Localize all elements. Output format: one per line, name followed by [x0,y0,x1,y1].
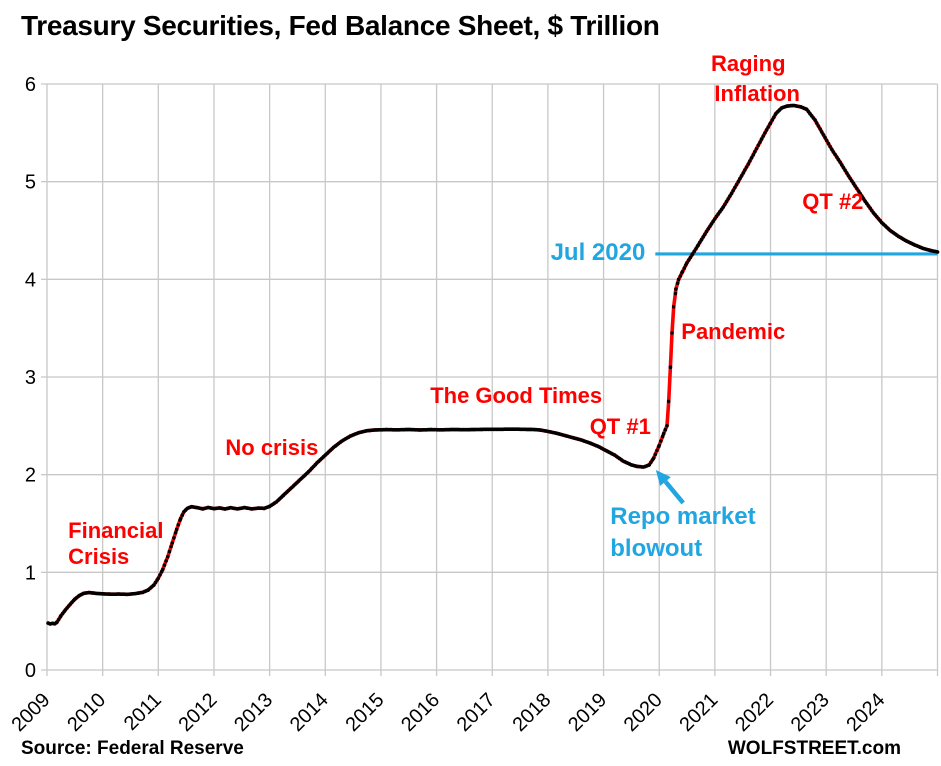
y-tick-label: 2 [25,465,36,487]
annotation-crisis: Crisis [68,544,129,569]
x-tick-label: 2015 [341,689,388,736]
annotation-the-good-times: The Good Times [430,383,602,408]
annotation-inflation: Inflation [714,81,800,106]
chart-footer: Source: Federal Reserve WOLFSTREET.com [0,738,941,760]
y-axis-labels: 0 1 2 3 4 5 6 [25,74,36,682]
y-tick-label: 0 [25,660,36,682]
x-tick-label: 2013 [230,689,277,736]
x-tick-label: 2016 [397,689,444,736]
x-tick-label: 2010 [63,689,110,736]
repo-blowout-arrow [655,469,685,505]
y-tick-label: 4 [25,269,36,291]
x-tick-label: 2011 [120,689,166,735]
y-tick-label: 1 [25,562,36,584]
annotation-raging: Raging [711,51,786,76]
x-tick-label: 2012 [174,689,221,736]
source-note: Source: Federal Reserve [21,738,244,759]
watermark: WOLFSTREET.com [727,738,901,759]
x-tick-label: 2020 [620,689,667,736]
series-markers [46,103,940,626]
x-tick-label: 2022 [731,689,778,736]
x-tick-label: 2023 [787,689,834,736]
annotation-no-crisis: No crisis [225,435,318,460]
annotation-repo-market: Repo market [610,503,755,530]
x-tick-label: 2021 [675,689,722,736]
gridlines [41,83,939,676]
annotation-financial: Financial [68,518,163,543]
chart-title: Treasury Securities, Fed Balance Sheet, … [21,10,660,41]
x-tick-label: 2024 [842,689,889,736]
annotation-jul-2020: Jul 2020 [551,239,646,266]
y-tick-label: 5 [25,172,36,194]
y-tick-label: 6 [25,74,36,96]
x-tick-label: 2018 [508,689,555,736]
x-tick-label: 2009 [8,689,55,736]
x-tick-label: 2014 [286,689,333,736]
x-axis-labels: 2009 2010 2011 2012 2013 2014 2015 2016 2017 2018… [8,689,890,736]
annotation-qt-1: QT #1 [590,414,651,439]
annotation-blowout: blowout [610,535,702,562]
annotation-pandemic: Pandemic [681,319,785,344]
annotation-qt-2: QT #2 [802,189,863,214]
y-tick-label: 3 [25,367,36,389]
x-tick-label: 2019 [564,689,611,736]
x-tick-label: 2017 [453,689,500,736]
